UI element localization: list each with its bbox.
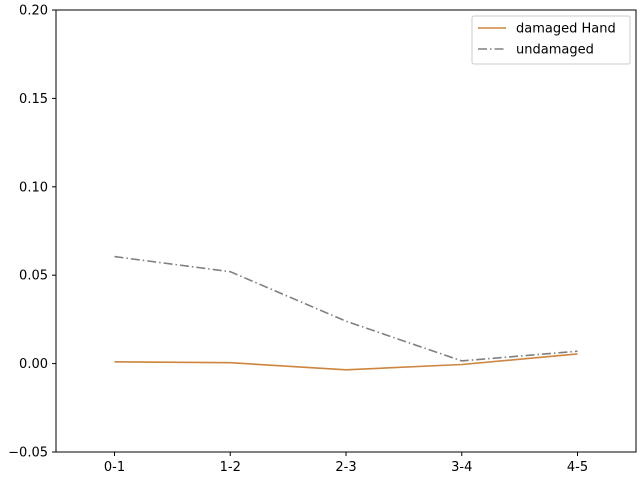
- y-tick-label: 0.20: [19, 4, 48, 19]
- legend-label: damaged Hand: [516, 22, 616, 37]
- y-tick-label: 0.10: [19, 180, 48, 195]
- y-tick-label: 0.00: [19, 357, 48, 372]
- y-tick-label: 0.05: [19, 269, 48, 284]
- x-tick-label: 4-5: [567, 460, 588, 475]
- plot-frame: [55, 9, 637, 453]
- x-tick-label: 1-2: [220, 460, 241, 475]
- legend-label: undamaged: [516, 43, 594, 58]
- series-line-1: [114, 255, 578, 362]
- x-tick-label: 3-4: [451, 460, 472, 475]
- legend: damaged Hand undamaged: [471, 15, 631, 65]
- x-tick-label: 0-1: [104, 460, 125, 475]
- x-tick-label: 2-3: [335, 460, 356, 475]
- y-axis-ticks: −0.05 0.00 0.05 0.10 0.15 0.20: [8, 4, 56, 461]
- legend-box: [471, 15, 631, 65]
- series-lines: [114, 255, 578, 371]
- y-tick-label: −0.05: [8, 446, 48, 461]
- x-axis-ticks: 0-1 1-2 2-3 3-4 4-5: [104, 452, 588, 475]
- y-tick-label: 0.15: [19, 92, 48, 107]
- series-line-0: [114, 353, 578, 371]
